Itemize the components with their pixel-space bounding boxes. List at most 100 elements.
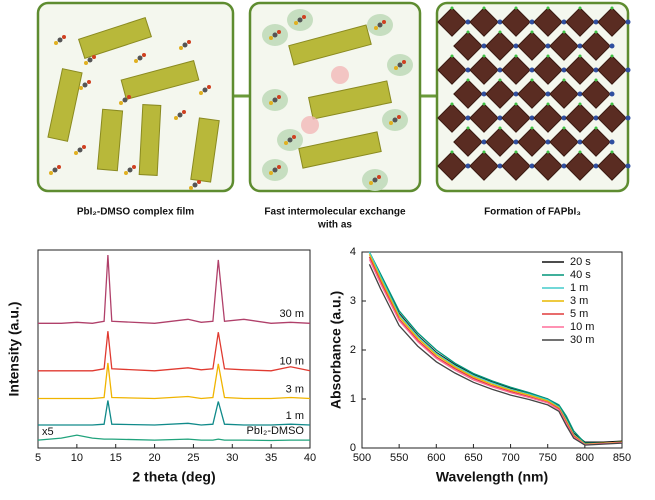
octahedron	[469, 103, 499, 133]
molecule	[272, 32, 278, 38]
octahedron	[437, 55, 467, 85]
fa-cation	[609, 43, 615, 49]
y-tick-label: 3	[350, 295, 356, 307]
legend-label: 40 s	[570, 269, 591, 281]
fa-cation	[609, 139, 615, 145]
octahedron	[533, 151, 563, 181]
x-axis-label: Wavelength (nm)	[436, 469, 548, 485]
series-line	[368, 264, 623, 446]
legend-label: 30 m	[570, 334, 594, 346]
fa-cation	[625, 163, 631, 169]
molecule	[182, 110, 186, 114]
octahedron	[549, 31, 579, 61]
octahedron	[565, 103, 595, 133]
molecule	[49, 171, 53, 175]
fa-cation	[497, 163, 503, 169]
fa-cation	[593, 19, 599, 25]
halide	[610, 102, 614, 106]
molecule	[119, 101, 123, 105]
molecule	[132, 165, 136, 169]
molecule	[292, 135, 296, 139]
exchange-site	[301, 116, 319, 134]
molecule	[77, 147, 83, 153]
molecule	[377, 22, 383, 28]
fa-cation	[513, 139, 519, 145]
molecule	[199, 91, 203, 95]
halide	[578, 6, 582, 10]
molecule	[182, 42, 188, 48]
fa-cation	[593, 67, 599, 73]
x-tick-label: 40	[304, 452, 316, 464]
fa-cation	[465, 67, 471, 73]
halide	[594, 78, 598, 82]
halide	[514, 6, 518, 10]
y-tick-label: 4	[350, 246, 356, 258]
octahedron	[549, 79, 579, 109]
halide	[498, 126, 502, 130]
molecule	[124, 171, 128, 175]
y-tick-label: 0	[350, 442, 356, 454]
pbi2-slab	[77, 17, 153, 59]
pbi2-slab	[96, 108, 124, 172]
molecule	[74, 151, 78, 155]
series-label: 30 m	[280, 308, 304, 320]
molecule	[397, 115, 401, 119]
halide	[466, 30, 470, 34]
halide	[514, 54, 518, 58]
molecule	[192, 182, 198, 188]
halide	[482, 6, 486, 10]
halide	[546, 150, 550, 154]
molecule	[52, 167, 58, 173]
molecule	[87, 80, 91, 84]
fa-cation	[481, 91, 487, 97]
fa-cation	[481, 139, 487, 145]
halide	[450, 102, 454, 106]
fa-cation	[497, 115, 503, 121]
x-tick-label: 500	[353, 452, 371, 464]
molecule	[294, 21, 298, 25]
octahedron	[517, 127, 547, 157]
molecule	[62, 35, 66, 39]
molecule	[187, 40, 191, 44]
octahedron	[453, 127, 483, 157]
halide	[594, 30, 598, 34]
molecule	[369, 181, 373, 185]
x-tick-label: 650	[464, 452, 482, 464]
x-tick-label: 850	[613, 452, 631, 464]
octahedron	[453, 31, 483, 61]
molecule	[277, 165, 281, 169]
molecule	[372, 177, 378, 183]
molecule	[374, 26, 378, 30]
x-tick-label: 35	[265, 452, 277, 464]
molecule	[134, 59, 138, 63]
octahedron	[485, 127, 515, 157]
molecule	[277, 30, 281, 34]
series-label: 3 m	[286, 383, 304, 395]
fa-cation	[529, 163, 535, 169]
halide	[450, 6, 454, 10]
x-tick-label: 5	[35, 452, 41, 464]
octahedron	[469, 55, 499, 85]
halide	[514, 150, 518, 154]
molecule	[382, 20, 386, 24]
molecule	[392, 117, 398, 123]
perovskite-lattice	[437, 6, 631, 181]
halide	[450, 54, 454, 58]
halide	[498, 30, 502, 34]
molecule	[269, 101, 273, 105]
molecule	[297, 17, 303, 23]
molecule	[284, 141, 288, 145]
octahedron	[565, 151, 595, 181]
plot-frame	[361, 251, 623, 449]
octahedron	[581, 127, 611, 157]
halide	[498, 78, 502, 82]
series-line	[37, 434, 310, 442]
halide	[546, 102, 550, 106]
molecule	[174, 116, 178, 120]
octahedron	[517, 31, 547, 61]
pbi2-slab	[288, 24, 372, 66]
fa-cation	[465, 19, 471, 25]
molecule	[202, 87, 208, 93]
molecule	[127, 95, 131, 99]
molecule	[377, 175, 381, 179]
